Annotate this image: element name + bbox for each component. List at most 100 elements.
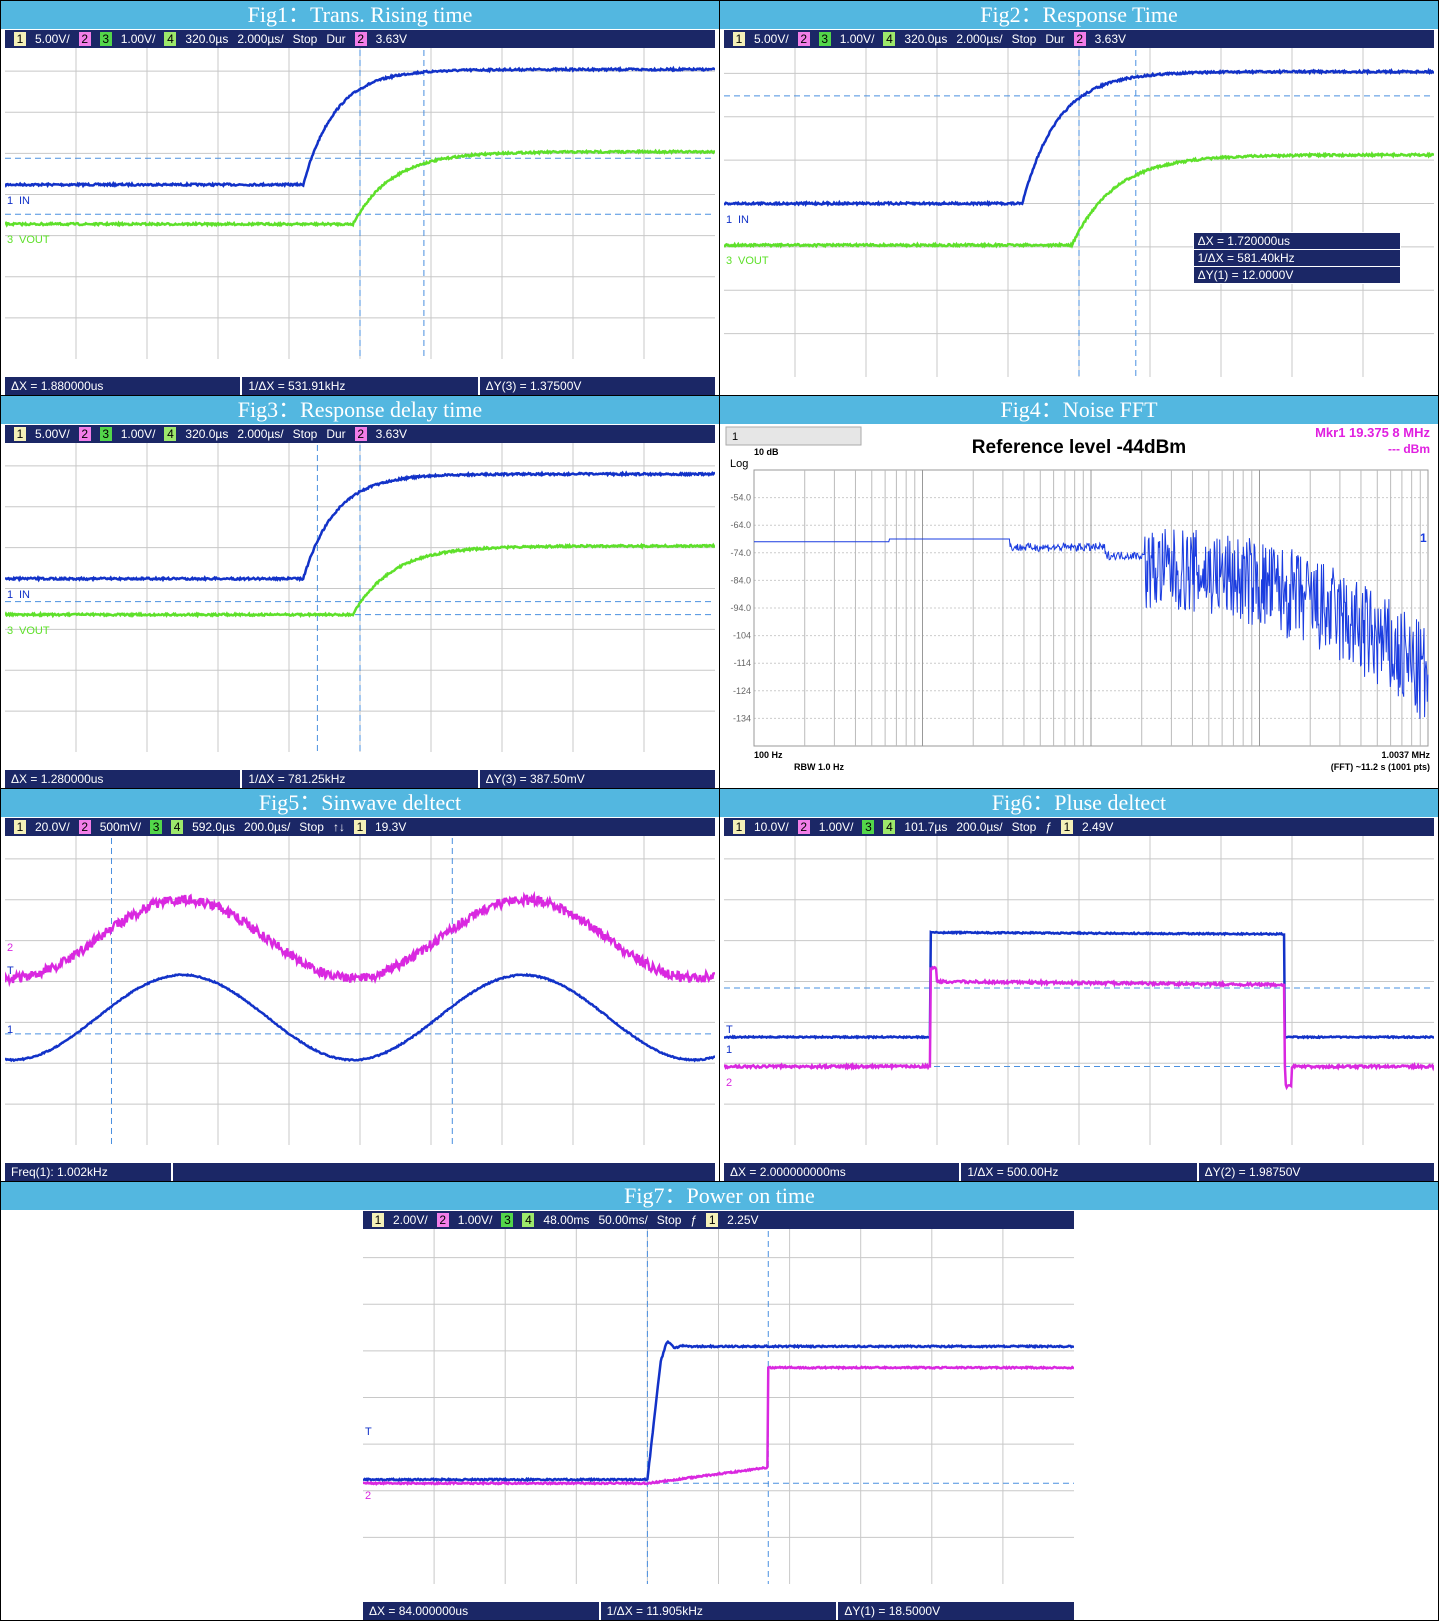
y-tick-label: -94.0 [730,603,751,613]
figure-title: Fig7：Power on time [1,1182,1438,1210]
header-item: 4 [522,1213,534,1227]
trace-label: 1 [1420,531,1427,545]
header-item: Dur [326,30,345,48]
header-item: 5.00V/ [35,30,70,48]
header-item: Dur [326,425,345,443]
scope-screen [5,818,715,1145]
header-item: 2 [798,820,810,834]
header-item: 4 [164,427,176,441]
scope-screen [724,818,1434,1145]
header-item: 1 [372,1213,384,1227]
header-item: 592.0µs [192,818,235,836]
y-tick-label: -64.0 [730,520,751,530]
header-item: 2 [79,32,91,46]
y-tick-label: -114 [734,658,751,668]
header-item: 2 [1074,32,1086,46]
header-item: 3 [819,32,831,46]
header-item: 320.0µs [185,425,228,443]
trace-label: T [365,1426,372,1438]
scope-header: 15.00V/231.00V/4320.0µs2.000µs/StopDur23… [5,30,715,48]
header-item: Stop [657,1211,682,1229]
header-item: 1 [706,1213,718,1227]
header-item: 1 [733,32,745,46]
footer-item: ΔY(2) = 1.98750V [1199,1163,1434,1181]
y-tick-label: -74.0 [730,548,751,558]
scope: 120.0V/2500mV/34592.0µs200.0µs/Stop↑↓119… [5,818,715,1181]
figure-title: Fig3：Response delay time [1,396,719,424]
trace-label: T [726,1024,733,1036]
header-item: ƒ [1045,818,1052,836]
header-item: ƒ [690,1211,697,1229]
header-item: Stop [299,818,324,836]
scope-screen [5,425,715,752]
header-item: 3.63V [1095,30,1126,48]
cursor-readout: 1/ΔX = 581.40kHz [1193,249,1402,267]
scope-screen [363,1211,1074,1584]
x-end: 1.0037 MHz [1381,750,1430,760]
scope-footer: ΔX = 2.000000000ms1/ΔX = 500.00HzΔY(2) =… [724,1163,1434,1181]
footer-item: 1/ΔX = 781.25kHz [242,770,479,788]
y-tick-label: -104 [733,631,751,641]
header-item: 320.0µs [185,30,228,48]
header-item: 1.00V/ [840,30,875,48]
header-item: 3.63V [376,425,407,443]
header-item: ↑↓ [333,818,345,836]
header-item: 2.000µs/ [237,30,283,48]
page: {"figures":[ {"title":"Fig1：Trans. Risin… [0,0,1439,1621]
marker-unit: --- dBm [1388,442,1430,456]
select-value: 1 [732,431,738,443]
rbw: RBW 1.0 Hz [794,762,845,772]
header-item: 500mV/ [100,818,141,836]
trace-label: 1 [726,214,732,226]
header-item: 3 [501,1213,513,1227]
header-item: 2.49V [1082,818,1113,836]
trace-label: IN [738,214,749,226]
header-item: 4 [883,820,895,834]
figure-title: Fig2：Response Time [720,1,1438,29]
trace-label: VOUT [19,234,50,246]
trace-label: 3 [7,234,13,246]
log-label: Log [730,458,748,470]
trace-label: 1 [7,1024,13,1036]
header-item: 2.00V/ [393,1211,428,1229]
header-item: Stop [1012,30,1037,48]
footer-item: 1/ΔX = 500.00Hz [961,1163,1198,1181]
scope-header: 15.00V/231.00V/4320.0µs2.000µs/StopDur23… [724,30,1434,48]
header-item: Stop [293,30,318,48]
footer-item: ΔY(1) = 18.5000V [838,1602,1074,1620]
figure-cell: Fig4：Noise FFT110 dBLogReference level -… [719,395,1439,789]
footer-item: ΔX = 1.280000us [5,770,242,788]
header-item: 1 [733,820,745,834]
trace-label: 2 [726,1077,732,1089]
trace-label: 1 [7,589,13,601]
x-start: 100 Hz [754,750,783,760]
header-item: 20.0V/ [35,818,70,836]
scope: 12.00V/21.00V/3448.00ms50.00ms/Stopƒ12.2… [363,1211,1074,1620]
reference-title: Reference level -44dBm [972,437,1186,458]
figure-title: Fig4：Noise FFT [720,396,1438,424]
header-item: 1.00V/ [121,425,156,443]
header-item: 3 [100,427,112,441]
select-box [726,427,861,445]
footer-item: ΔX = 2.000000000ms [724,1163,961,1181]
footer-item: Freq(1): 1.002kHz [5,1163,173,1181]
trace-label: VOUT [19,625,50,637]
cursor-readout: ΔX = 1.720000us [1193,232,1402,250]
header-item: Stop [293,425,318,443]
sweep: (FFT) ~11.2 s (1001 pts) [1331,762,1430,772]
figure-cell: Fig3：Response delay time15.00V/231.00V/4… [0,395,720,789]
header-item: 2.000µs/ [237,425,283,443]
scope-screen [724,30,1434,377]
header-item: 3 [100,32,112,46]
header-item: 48.00ms [543,1211,589,1229]
header-item: 200.0µs/ [956,818,1002,836]
scope-header: 12.00V/21.00V/3448.00ms50.00ms/Stopƒ12.2… [363,1211,1074,1229]
header-item: 19.3V [375,818,406,836]
